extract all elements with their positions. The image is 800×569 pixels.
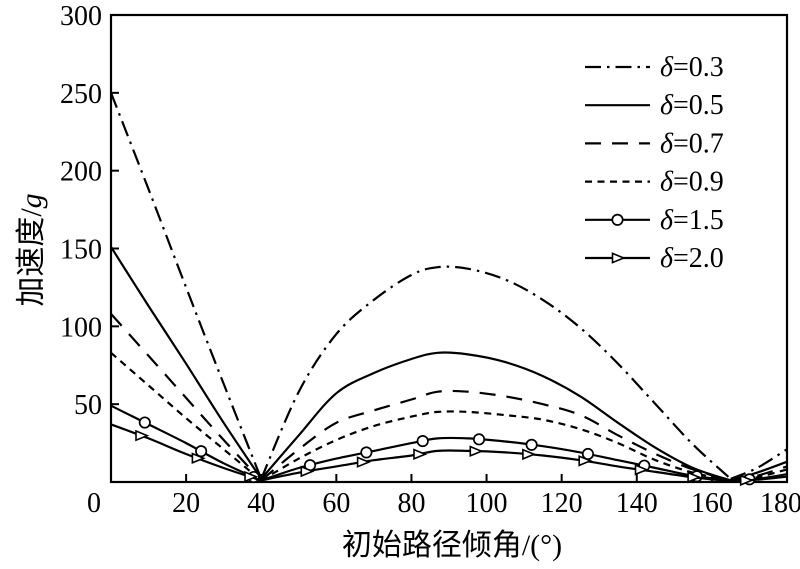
x-tick-label: 120 (541, 488, 583, 519)
legend-item: δ=2.0 (585, 243, 724, 274)
series-4 (110, 404, 788, 486)
legend-label: δ=0.3 (660, 52, 724, 83)
y-axis-unit: g (15, 193, 48, 209)
y-axis-title: 加速度/g (6, 193, 50, 306)
y-axis-title-text: 加速度/ (15, 208, 48, 307)
series-2 (110, 313, 788, 482)
series-5 (110, 423, 788, 487)
legend-item: δ=0.7 (585, 128, 724, 159)
legend-item: δ=0.3 (585, 52, 724, 83)
x-tick-label: 60 (322, 488, 350, 519)
triangle-marker-icon (469, 445, 484, 457)
triangle-marker-icon (634, 463, 649, 476)
series-path-3 (110, 351, 262, 482)
series-path-4 (260, 436, 731, 482)
x-tick-label: 180 (760, 488, 800, 519)
circle-marker-icon (416, 435, 429, 448)
series-path-2 (260, 389, 732, 482)
legend-label: δ=0.5 (660, 90, 724, 121)
series-1 (110, 246, 788, 482)
series-path-5 (730, 475, 788, 483)
triangle-marker-icon (191, 452, 206, 464)
legend: δ=0.3 δ=0.5 δ=0.7 δ=0.9 δ=1.5 δ=2.0 (585, 52, 724, 274)
x-tick-label: 40 (247, 488, 275, 519)
y-tick-label: 50 (74, 390, 102, 421)
series-path-0 (730, 448, 788, 480)
series-path-1 (260, 351, 732, 482)
legend-item: δ=0.5 (585, 90, 724, 121)
triangle-marker-icon (300, 465, 315, 478)
series-0 (109, 92, 788, 480)
triangle-marker-icon (135, 429, 150, 442)
x-tick-label: 80 (397, 488, 425, 519)
x-tick-label: 140 (616, 488, 658, 519)
series-path-3 (260, 410, 731, 482)
x-tick-label: 0 (87, 488, 101, 519)
triangle-marker-icon (739, 474, 755, 487)
y-tick-label: 100 (60, 312, 102, 343)
legend-triangle-marker-icon (611, 252, 626, 264)
series-3 (110, 351, 788, 482)
legend-label: δ=0.7 (660, 128, 724, 159)
triangle-marker-icon (244, 470, 259, 483)
triangle-marker-icon (522, 448, 537, 461)
triangle-marker-icon (687, 471, 702, 484)
y-tick-label: 200 (60, 157, 102, 188)
legend-item: δ=1.5 (585, 205, 724, 236)
circle-marker-icon (195, 445, 208, 458)
x-axis-title: 初始路径倾角/(°) (341, 529, 563, 562)
x-tick-label: 160 (691, 488, 733, 519)
circle-marker-icon (360, 446, 373, 459)
series-path-0 (109, 92, 263, 480)
x-tick-label: 20 (172, 488, 200, 519)
legend-label: δ=1.5 (660, 205, 724, 236)
x-tick-label: 100 (466, 488, 508, 519)
series-path-2 (110, 313, 263, 482)
triangle-marker-icon (356, 456, 371, 468)
series-path-4 (110, 404, 262, 482)
series-path-0 (260, 265, 732, 480)
series-path-5 (110, 423, 262, 482)
legend-circle-marker-icon (611, 213, 624, 226)
triangle-marker-icon (578, 455, 593, 467)
y-tick-label: 250 (60, 79, 102, 110)
triangle-marker-icon (413, 448, 428, 460)
series-path-1 (110, 246, 263, 480)
series-path-5 (260, 449, 731, 483)
circle-marker-icon (138, 416, 151, 429)
y-tick-label: 300 (60, 1, 102, 32)
legend-item: δ=0.9 (585, 167, 724, 198)
y-tick-label: 150 (60, 235, 102, 266)
circle-marker-icon (472, 433, 486, 446)
legend-label: δ=0.9 (660, 167, 724, 198)
circle-marker-icon (525, 438, 538, 451)
legend-label: δ=2.0 (660, 243, 724, 274)
